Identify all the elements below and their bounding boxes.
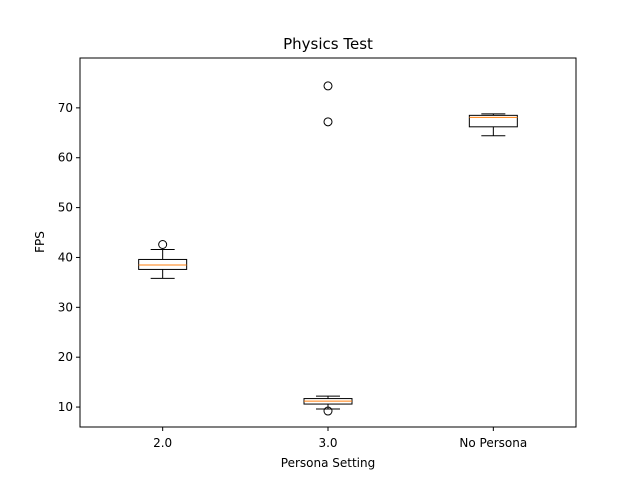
plot-area: 10 20 30 40 50 60 70 2.0 3.0 No Persona: [58, 81, 527, 450]
outlier-point: [323, 406, 333, 416]
x-axis-label: Persona Setting: [281, 456, 375, 470]
outlier-point: [323, 81, 333, 91]
outlier-point: [158, 239, 168, 249]
y-tick-label: 10: [58, 400, 73, 414]
y-tick-label: 20: [58, 350, 73, 364]
x-tick-label: 3.0: [318, 436, 337, 450]
y-tick-label: 30: [58, 300, 73, 314]
x-tick-label: No Persona: [459, 436, 527, 450]
y-tick-label: 50: [58, 201, 73, 215]
y-tick-label: 40: [58, 250, 73, 264]
y-tick-label: 70: [58, 101, 73, 115]
axes-frame: [79, 57, 577, 428]
x-tick-label: 2.0: [153, 436, 172, 450]
chart-title: Physics Test: [283, 35, 373, 53]
box-iqr: [468, 114, 518, 128]
y-tick-label: 60: [58, 151, 73, 165]
y-axis-label: FPS: [33, 231, 47, 253]
outlier-point: [323, 117, 333, 127]
